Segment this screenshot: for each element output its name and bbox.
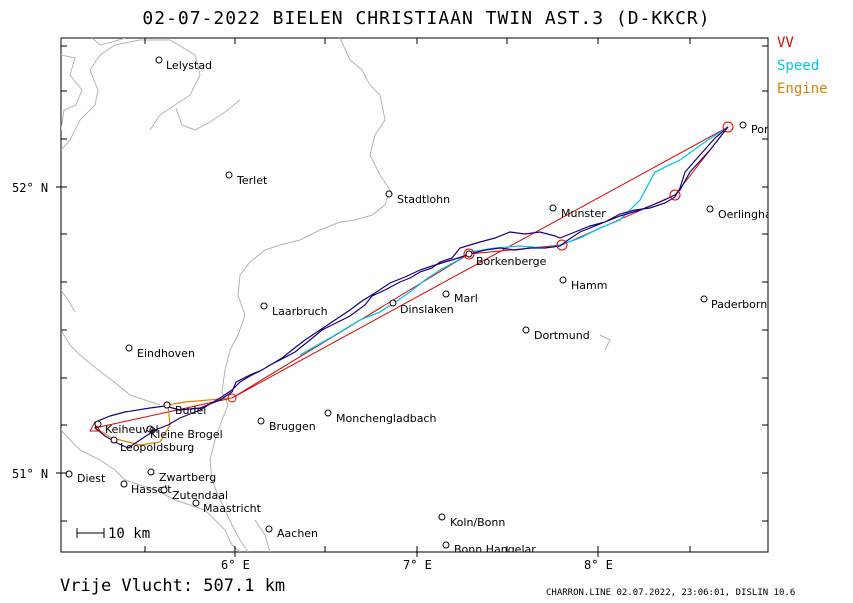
town-diest: Diest (65, 470, 106, 485)
town-markers: Lelystad Terlet Stadtlohn Laarbruch Eind… (65, 56, 772, 556)
svg-text:Zutendaal: Zutendaal (172, 489, 228, 502)
footer-info: CHARRON.LINE 02.07.2022, 23:06:01, DISLI… (546, 588, 796, 598)
town-oerlingha: Oerlingha (706, 205, 772, 221)
legend-engine: Engine (777, 81, 828, 97)
svg-text:Por: Por (751, 123, 769, 136)
svg-text:Diest: Diest (77, 472, 106, 485)
town-terlet: Terlet (225, 171, 268, 187)
flight-track (94, 126, 729, 449)
town-paderborn: Paderborn (700, 295, 767, 311)
town-zutendaal: Zutendaal (160, 486, 228, 502)
town-lelystad: Lelystad (155, 56, 212, 72)
town-laarbruch: Laarbruch (260, 302, 328, 318)
svg-text:Kleine Brogel: Kleine Brogel (150, 428, 223, 441)
town-leopoldsburg: Leopoldsburg (110, 436, 194, 454)
speed-track (299, 126, 729, 356)
town-kleine-brogel: Kleine Brogel (146, 425, 223, 441)
svg-text:Laarbruch: Laarbruch (272, 305, 328, 318)
town-zwartberg: Zwartberg (147, 468, 216, 484)
lon-label-8: 8° E (584, 558, 613, 572)
svg-text:Dortmund: Dortmund (534, 329, 590, 342)
town-keiheuvel: Keiheuvel (94, 420, 159, 436)
svg-text:Borkenberge: Borkenberge (476, 255, 547, 268)
country-borders (61, 38, 611, 552)
town-por: Por (739, 121, 769, 136)
svg-text:Keiheuvel: Keiheuvel (105, 423, 159, 436)
town-koln-bonn: Koln/Bonn (438, 513, 505, 529)
lon-label-6: 6° E (221, 558, 250, 572)
svg-text:Oerlingha: Oerlingha (718, 208, 772, 221)
town-stadtlohn: Stadtlohn (385, 190, 450, 206)
town-eindhoven: Eindhoven (125, 344, 195, 360)
svg-text:Bruggen: Bruggen (269, 420, 316, 433)
svg-text:Paderborn: Paderborn (711, 298, 767, 311)
legend-speed: Speed (777, 58, 820, 74)
town-bonn-hangelar: Bonn Hangelar (442, 541, 536, 556)
svg-text:Monchengladbach: Monchengladbach (336, 412, 436, 425)
town-monchengladbach: Monchengladbach (324, 409, 436, 425)
town-budel: Budel (163, 401, 206, 417)
town-bruggen: Bruggen (257, 417, 316, 433)
town-maastricht: Maastricht (192, 499, 262, 515)
svg-text:Leopoldsburg: Leopoldsburg (120, 441, 194, 454)
svg-text:Koln/Bonn: Koln/Bonn (450, 516, 505, 529)
lat-label-52: 52° N (12, 181, 48, 195)
town-dinslaken: Dinslaken (389, 299, 454, 316)
svg-text:Maastricht: Maastricht (203, 502, 262, 515)
svg-text:Aachen: Aachen (277, 527, 318, 540)
svg-text:Munster: Munster (561, 207, 606, 220)
svg-text:Hamm: Hamm (571, 279, 607, 292)
map-title: 02-07-2022 BIELEN CHRISTIAAN TWIN AST.3 … (142, 8, 711, 29)
town-marl: Marl (442, 290, 478, 305)
svg-text:Dinslaken: Dinslaken (400, 303, 454, 316)
town-borkenberge: Borkenberge (465, 250, 547, 268)
svg-text:Terlet: Terlet (236, 174, 268, 187)
svg-text:Lelystad: Lelystad (166, 59, 212, 72)
map-frame (60, 37, 769, 553)
town-munster: Munster (549, 204, 606, 220)
svg-text:Bonn Hangelar: Bonn Hangelar (454, 543, 536, 556)
lon-label-7: 7° E (403, 558, 432, 572)
svg-text:Eindhoven: Eindhoven (137, 347, 195, 360)
town-hamm: Hamm (559, 276, 607, 292)
town-aachen: Aachen (265, 525, 318, 540)
svg-text:Zwartberg: Zwartberg (159, 471, 216, 484)
lat-label-51: 51° N (12, 467, 48, 481)
legend-vv: VV (777, 35, 794, 51)
scale-label: 10 km (108, 526, 150, 542)
axis-ticks (56, 38, 768, 557)
scale-bar (76, 528, 105, 538)
svg-text:Stadtlohn: Stadtlohn (397, 193, 450, 206)
free-flight-distance: Vrije Vlucht: 507.1 km (60, 576, 286, 596)
svg-text:Budel: Budel (175, 404, 206, 417)
svg-text:Marl: Marl (454, 292, 478, 305)
town-dortmund: Dortmund (522, 326, 590, 342)
